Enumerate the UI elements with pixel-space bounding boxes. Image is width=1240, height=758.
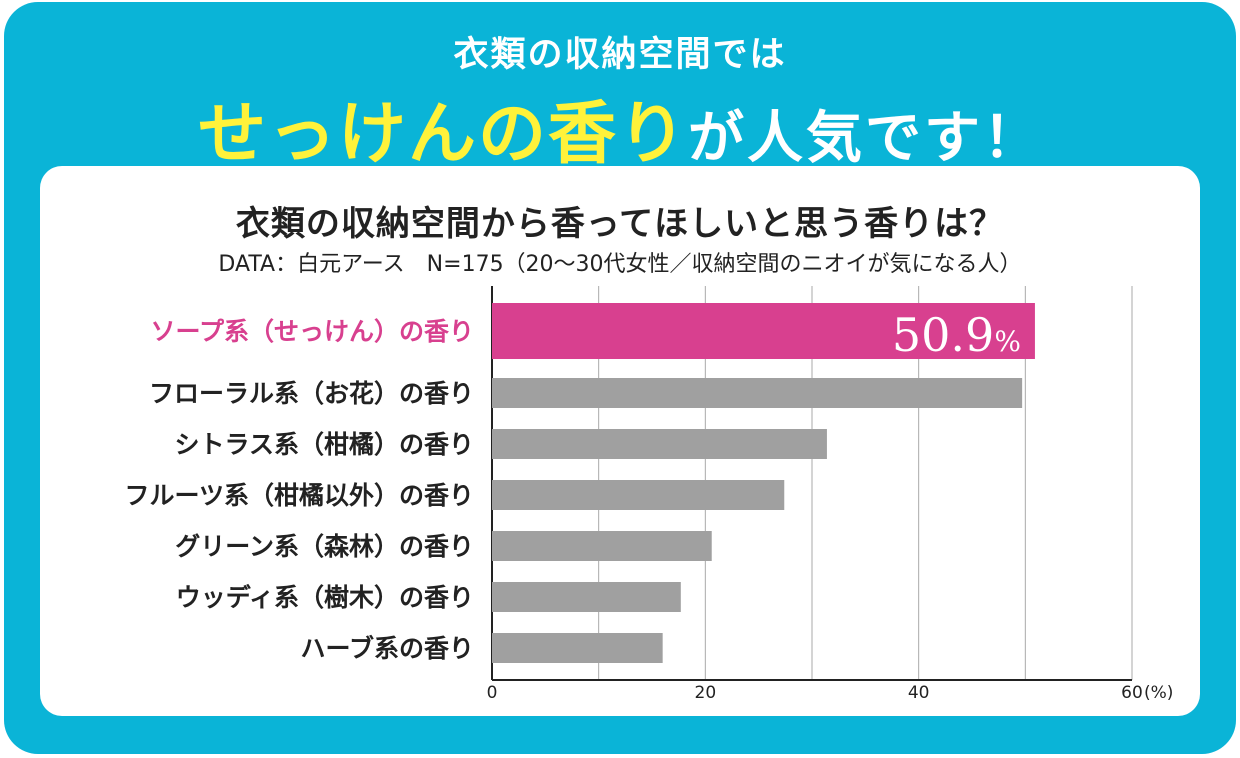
category-label: ウッディ系（樹木）の香り <box>176 583 474 612</box>
category-label: ソープ系（せっけん）の香り <box>150 317 474 346</box>
bar <box>492 582 681 612</box>
category-label: フルーツ系（柑橘以外）の香り <box>124 481 474 510</box>
highlight-value-label: 50.9% <box>892 308 1021 362</box>
x-axis-unit: (%) <box>1144 683 1173 703</box>
category-label: フローラル系（お花）の香り <box>149 379 474 408</box>
category-label: シトラス系（柑橘）の香り <box>174 430 474 459</box>
chart-title: 衣類の収納空間から香ってほしいと思う香りは？ <box>235 204 1005 244</box>
chart-source: DATA：白元アース N=175（20〜30代女性／収納空間のニオイが気になる人… <box>218 252 1022 277</box>
x-tick-label: 40 <box>908 683 930 703</box>
category-label: グリーン系（森林）の香り <box>175 532 474 561</box>
x-tick-label: 20 <box>695 683 717 703</box>
bar <box>492 378 1023 408</box>
headline-line1: 衣類の収納空間では <box>453 35 787 75</box>
x-tick-label: 0 <box>487 683 498 703</box>
category-label: ハーブ系の香り <box>300 634 474 663</box>
bar <box>492 633 663 663</box>
highlight-value-unit: % <box>994 325 1021 358</box>
highlight-value-number: 50.9 <box>892 308 994 362</box>
highlight-bar <box>492 303 1035 359</box>
bar <box>492 429 827 459</box>
headline-rest: が人気です！ <box>688 106 1042 171</box>
headline-highlight: せっけんの香り <box>197 95 688 174</box>
bar <box>492 480 785 510</box>
x-tick-label: 60 <box>1121 683 1143 703</box>
bar <box>492 531 712 561</box>
headline-line2: せっけんの香りが人気です！ <box>0 78 1240 177</box>
